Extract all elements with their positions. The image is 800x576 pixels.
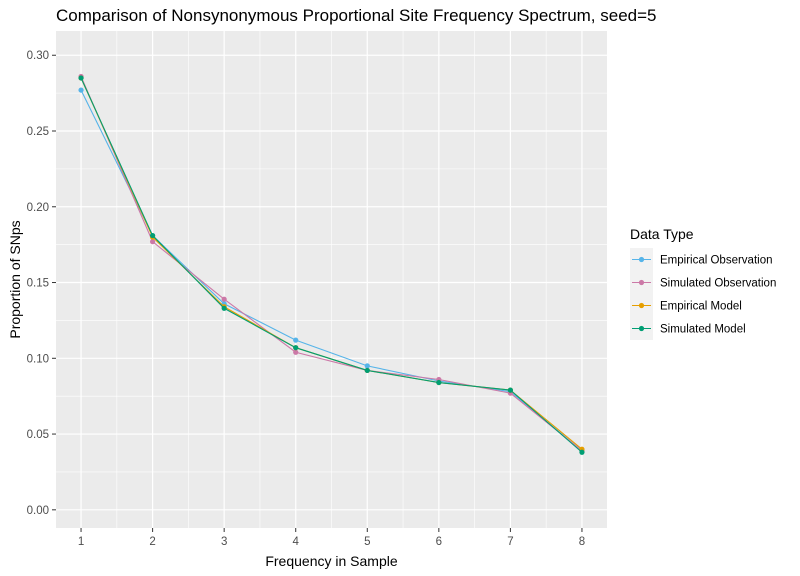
series-group bbox=[78, 75, 585, 455]
data-point bbox=[78, 87, 84, 93]
x-tick-label: 1 bbox=[78, 536, 84, 548]
x-tick-label: 2 bbox=[149, 536, 155, 548]
legend-item: Simulated Observation bbox=[630, 271, 776, 294]
x-tick-label: 3 bbox=[221, 536, 227, 548]
legend: Data Type Empirical Observation Simulated… bbox=[630, 226, 776, 340]
series-line bbox=[80, 76, 583, 452]
y-axis: 0.00 0.05 0.10 0.15 0.20 0.25 0.30 bbox=[27, 50, 56, 517]
y-tick-label: 0.30 bbox=[27, 50, 49, 62]
y-tick-label: 0.05 bbox=[27, 429, 49, 441]
data-point bbox=[293, 349, 299, 355]
y-axis-title: Proportion of SNps bbox=[7, 220, 23, 338]
legend-label: Empirical Observation bbox=[660, 255, 772, 267]
series-layer bbox=[78, 73, 585, 455]
legend-item: Simulated Model bbox=[630, 317, 746, 340]
data-point bbox=[221, 296, 227, 302]
legend-item: Empirical Model bbox=[630, 294, 742, 317]
legend-key-point bbox=[638, 279, 645, 286]
x-axis-title: Frequency in Sample bbox=[265, 553, 398, 569]
chart-title: Comparison of Nonsynonymous Proportional… bbox=[56, 6, 657, 25]
x-tick-label: 8 bbox=[579, 536, 585, 548]
minor-gridlines bbox=[56, 31, 607, 528]
legend-label: Empirical Model bbox=[660, 301, 742, 313]
x-tick-label: 6 bbox=[436, 536, 442, 548]
x-tick-label: 5 bbox=[364, 536, 370, 548]
data-point bbox=[78, 75, 84, 81]
y-tick-label: 0.10 bbox=[27, 353, 49, 365]
legend-item: Empirical Observation bbox=[630, 248, 772, 271]
legend-title: Data Type bbox=[630, 226, 694, 242]
y-tick-label: 0.20 bbox=[27, 202, 49, 214]
data-point bbox=[221, 305, 227, 311]
legend-label: Simulated Observation bbox=[660, 278, 776, 290]
data-point bbox=[293, 345, 299, 351]
data-point bbox=[364, 363, 370, 369]
legend-items: Empirical Observation Simulated Observati… bbox=[630, 248, 776, 340]
x-tick-label: 4 bbox=[293, 536, 300, 548]
data-point bbox=[507, 387, 513, 393]
legend-label: Simulated Model bbox=[660, 324, 746, 336]
y-tick-label: 0.25 bbox=[27, 126, 49, 138]
major-gridlines bbox=[56, 31, 607, 528]
data-point bbox=[364, 367, 370, 374]
y-tick-label: 0.00 bbox=[27, 505, 49, 517]
data-point bbox=[150, 232, 156, 239]
data-point bbox=[293, 337, 299, 343]
legend-key-point bbox=[638, 302, 645, 309]
x-tick-label: 7 bbox=[507, 536, 513, 548]
data-point bbox=[150, 239, 156, 245]
series-line bbox=[80, 77, 583, 453]
x-axis: 1 2 3 4 5 6 7 8 bbox=[78, 528, 585, 548]
legend-key-point bbox=[638, 325, 645, 332]
data-point bbox=[579, 449, 585, 455]
legend-key-point bbox=[638, 256, 645, 263]
y-tick-label: 0.15 bbox=[27, 278, 49, 290]
data-point bbox=[436, 379, 442, 386]
